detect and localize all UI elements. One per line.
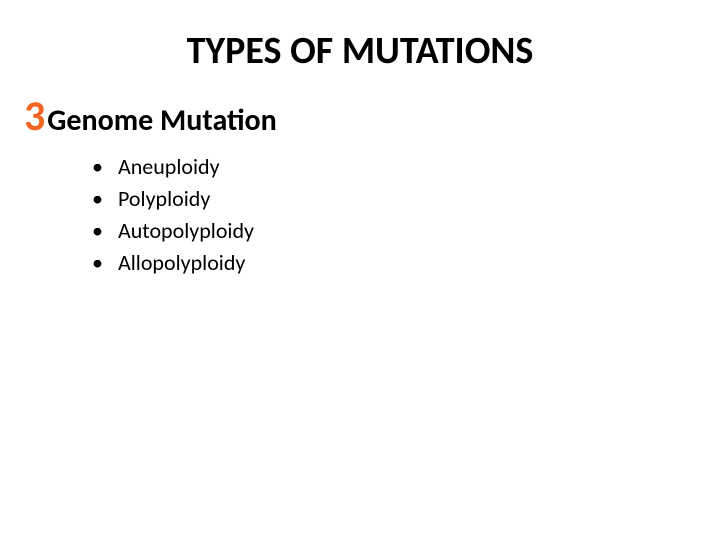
section-heading: 3 Genome Mutation [24,96,690,139]
list-item: Autopolyploidy [92,215,690,247]
section-subtitle: Genome Mutation [47,102,276,139]
list-item: Aneuploidy [92,151,690,183]
list-item: Polyploidy [92,183,690,215]
list-item: Allopolyploidy [92,247,690,279]
bullet-list: Aneuploidy Polyploidy Autopolyploidy All… [92,151,690,279]
slide: TYPES OF MUTATIONS 3 Genome Mutation Ane… [0,0,720,540]
page-title: TYPES OF MUTATIONS [30,28,690,74]
section-number: 3 [24,96,45,138]
